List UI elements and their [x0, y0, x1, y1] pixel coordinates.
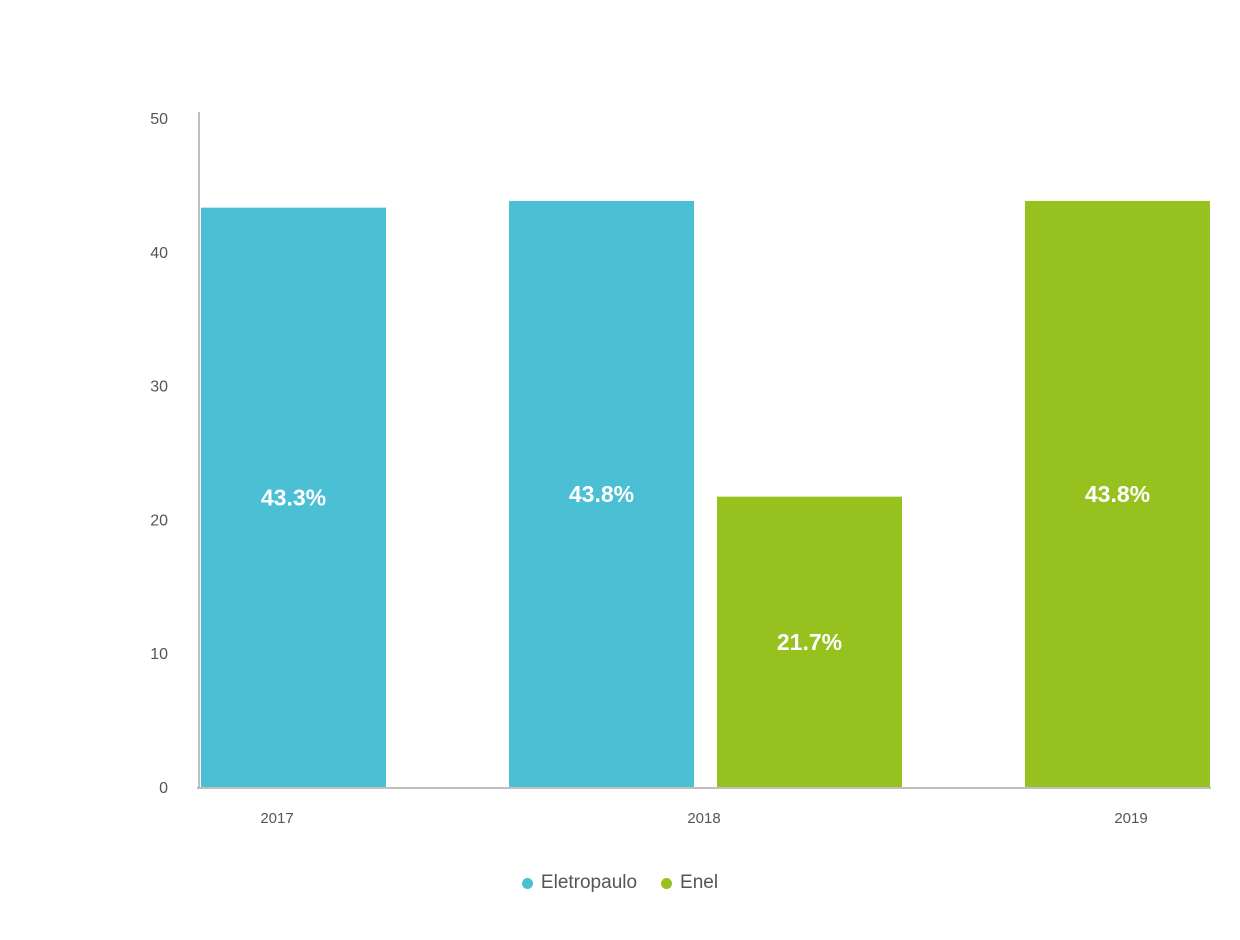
y-tick-label: 10 — [150, 646, 168, 663]
legend-marker-enel — [661, 877, 673, 889]
legend: Eletropaulo Enel — [0, 872, 1240, 894]
bar-eletropaulo-2017 — [201, 207, 386, 787]
data-label: 43.3% — [261, 484, 326, 510]
data-label: 43.8% — [569, 481, 634, 507]
legend-item-enel[interactable]: Enel — [661, 872, 718, 894]
y-tick-label: 0 — [159, 780, 168, 797]
y-tick-label: 40 — [150, 245, 168, 262]
legend-item-eletropaulo[interactable]: Eletropaulo — [521, 872, 638, 894]
legend-label-enel: Enel — [680, 872, 719, 893]
x-tick-label: 2019 — [1114, 810, 1147, 827]
y-tick-label: 50 — [150, 111, 168, 128]
bar-chart: 0 10 20 30 40 50 43.3% 43.8% 21.7% 43.8% 2017 2018 2… — [150, 111, 1211, 827]
data-label: 43.8% — [1085, 481, 1150, 507]
legend-label-eletropaulo: Eletropaulo — [540, 872, 638, 893]
data-label: 21.7% — [777, 629, 842, 655]
bar-enel-2018 — [717, 496, 902, 787]
bar-enel-2019 — [1025, 200, 1210, 787]
x-tick-label: 2018 — [687, 810, 720, 827]
y-tick-label: 30 — [150, 379, 168, 396]
legend-marker-eletropaulo — [521, 877, 533, 889]
bar-eletropaulo-2018 — [509, 200, 694, 787]
x-tick-label: 2017 — [260, 810, 293, 827]
y-tick-label: 20 — [150, 512, 168, 529]
